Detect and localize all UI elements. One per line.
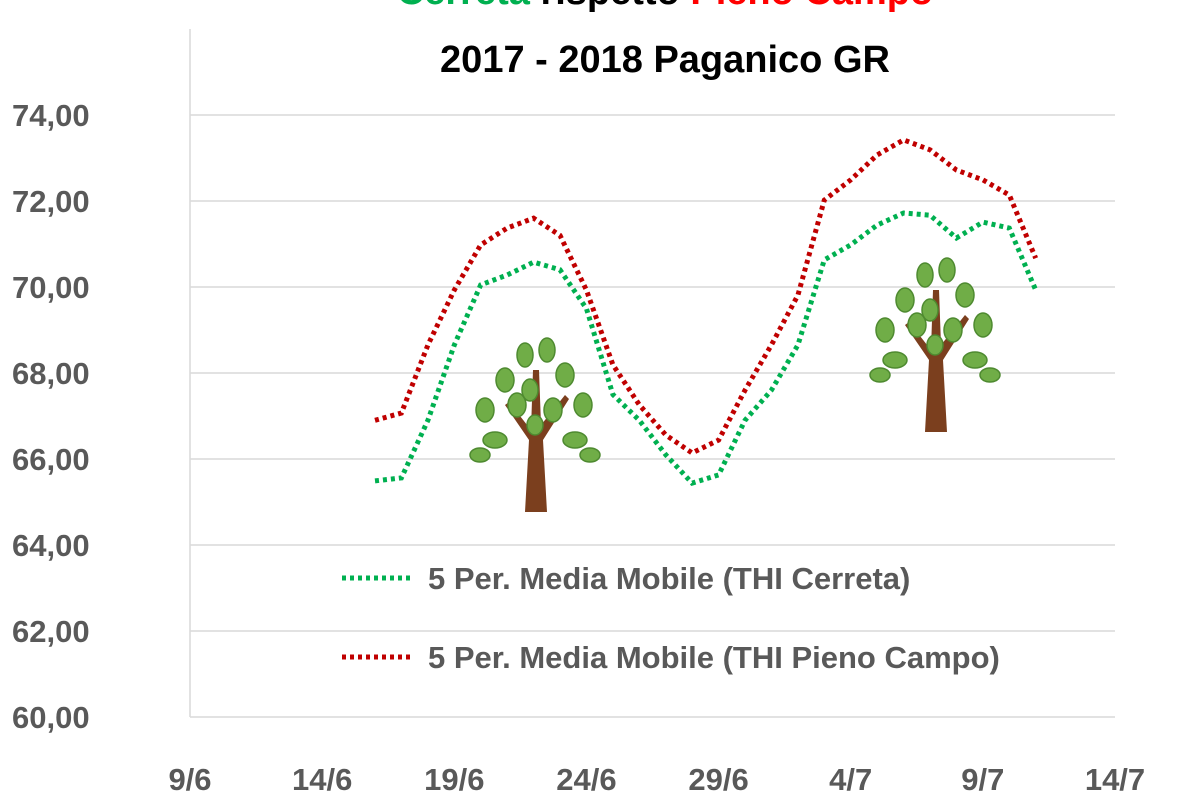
legend-label: 5 Per. Media Mobile (THI Cerreta) <box>428 561 910 596</box>
x-tick-label: 14/7 <box>1085 762 1145 797</box>
x-tick-label: 24/6 <box>556 762 616 797</box>
y-tick-label: 72,00 <box>12 184 90 219</box>
y-tick-label: 60,00 <box>12 700 90 735</box>
chart-subtitle: 2017 - 2018 Paganico GR <box>440 39 890 81</box>
y-tick-label: 74,00 <box>12 98 90 133</box>
title-part: rispetto <box>540 0 679 13</box>
tree-icon <box>869 257 1001 432</box>
x-tick-label: 14/6 <box>292 762 352 797</box>
x-tick-label: 19/6 <box>424 762 484 797</box>
title-part: Cerreta <box>397 0 531 13</box>
y-tick-label: 64,00 <box>12 528 90 563</box>
x-tick-label: 9/6 <box>168 762 211 797</box>
y-tick-label: 70,00 <box>12 270 90 305</box>
title-part: Pieno Campo <box>690 0 933 13</box>
chart-title: Cerreta rispetto Pieno Campo <box>397 0 933 13</box>
legend-label: 5 Per. Media Mobile (THI Pieno Campo) <box>428 640 1000 675</box>
x-tick-label: 9/7 <box>961 762 1004 797</box>
x-tick-label: 29/6 <box>688 762 748 797</box>
y-tick-label: 62,00 <box>12 614 90 649</box>
y-tick-label: 68,00 <box>12 356 90 391</box>
y-tick-label: 66,00 <box>12 442 90 477</box>
tree-icon <box>469 337 601 512</box>
series-line <box>374 210 1038 486</box>
series-line <box>374 137 1039 456</box>
x-tick-label: 4/7 <box>829 762 872 797</box>
